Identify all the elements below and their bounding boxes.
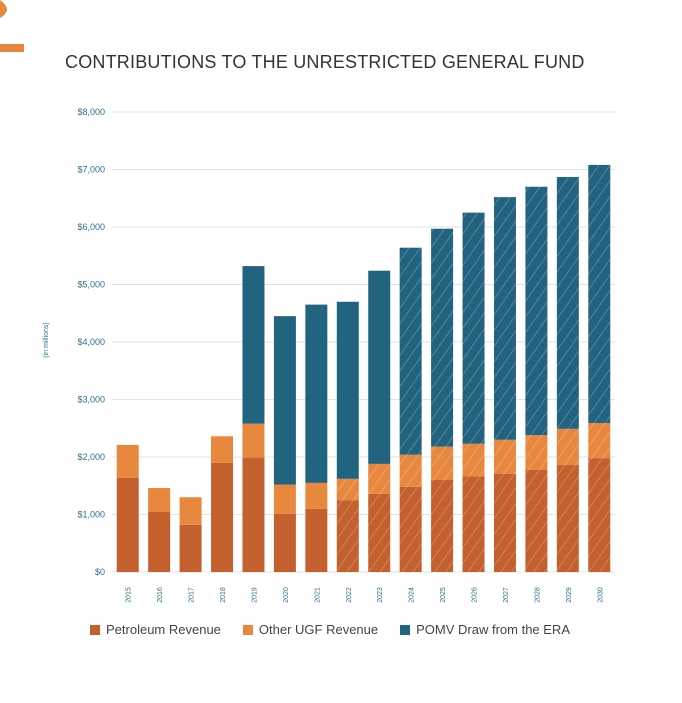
bar-pomv-draw-from-the-era [273,316,296,485]
bar-other-ugf-revenue [211,436,234,463]
legend-swatch [90,624,100,635]
x-tick-label: 2019 [251,587,258,603]
legend-label: Other UGF Revenue [258,622,379,637]
bar-hatch [399,454,422,487]
legend-swatch [242,624,253,635]
corner-decoration [0,0,24,52]
x-tick-label: 2021 [314,587,321,603]
legend-item: POMV Draw from the ERA [400,622,570,637]
y-tick-label: $0 [95,567,105,577]
legend-item: Petroleum Revenue [90,622,221,637]
x-tick-label: 2028 [534,587,541,603]
bar-pomv-draw-from-the-era [336,301,359,479]
bar-other-ugf-revenue [179,497,202,525]
bar-hatch [399,486,422,572]
legend-item: Other UGF Revenue [242,622,379,637]
bar-hatch [431,228,454,447]
bar-chart: $0 $1,000 $2,000 $3,000 $4,000 $5,000 $6,000 $7… [43,107,615,603]
x-tick-label: 2026 [472,587,479,603]
x-tick-label: 2018 [220,587,227,603]
y-tick-label: $4,000 [77,337,105,347]
bar-hatch [588,458,611,572]
x-tick-label: 2023 [377,587,384,603]
bar-pomv-draw-from-the-era [305,304,328,483]
bar-petroleum-revenue [305,508,328,572]
legend: Petroleum Revenue Other UGF Revenue POMV D… [90,622,570,637]
bar-hatch [556,428,579,466]
y-tick-label: $3,000 [77,395,105,405]
bar-other-ugf-revenue [242,423,265,458]
bar-hatch [462,476,485,572]
bar-hatch [336,478,359,501]
legend-label: POMV Draw from the ERA [416,622,570,637]
bar-other-ugf-revenue [305,482,328,509]
x-tick-label: 2027 [503,587,510,603]
bar-petroleum-revenue [242,457,265,572]
bar-hatch [493,197,516,440]
x-tick-label: 2025 [440,587,447,603]
bar-hatch [525,435,548,470]
bar-hatch [588,164,611,424]
bar-other-ugf-revenue [273,484,296,514]
y-tick-label: $2,000 [77,452,105,462]
y-tick-label: $5,000 [77,280,105,290]
y-tick-label: $6,000 [77,222,105,232]
bar-petroleum-revenue [211,462,234,572]
y-tick-label: $7,000 [77,165,105,175]
x-tick-label: 2020 [283,587,290,603]
x-tick-label: 2030 [597,587,604,603]
bar-hatch [588,423,611,459]
bar-other-ugf-revenue [148,488,171,512]
bar-hatch [525,469,548,572]
chart-title: CONTRIBUTIONS TO THE UNRESTRICTED GENERA… [65,52,585,72]
bar-petroleum-revenue [148,511,171,572]
bar-hatch [556,176,579,429]
bar-hatch [368,463,391,494]
y-tick-label: $8,000 [77,107,105,117]
x-tick-label: 2022 [346,587,353,603]
bar-other-ugf-revenue [116,444,139,478]
legend-swatch [400,624,411,635]
bar-pomv-draw-from-the-era [368,270,391,464]
bar-petroleum-revenue [116,477,139,572]
bar-petroleum-revenue [273,513,296,572]
bar-hatch [336,500,359,572]
x-tick-label: 2029 [566,587,573,603]
legend-label: Petroleum Revenue [106,622,221,637]
bar-petroleum-revenue [179,524,202,572]
bar-pomv-draw-from-the-era [242,266,265,424]
bar-hatch [556,465,579,572]
bar-hatch [368,493,391,572]
x-tick-label: 2024 [409,587,416,603]
x-tick-label: 2017 [189,587,196,603]
y-axis-label: (in millions) [43,322,50,357]
bar-hatch [462,212,485,444]
bar-hatch [431,446,454,480]
bar-hatch [525,186,548,436]
x-tick-label: 2015 [126,587,133,603]
bar-hatch [462,443,485,477]
bar-hatch [493,439,516,474]
bar-hatch [431,480,454,572]
bar-hatch [493,473,516,572]
bar-hatch [399,247,422,455]
x-tick-label: 2016 [157,587,164,603]
y-tick-label: $1,000 [77,510,105,520]
